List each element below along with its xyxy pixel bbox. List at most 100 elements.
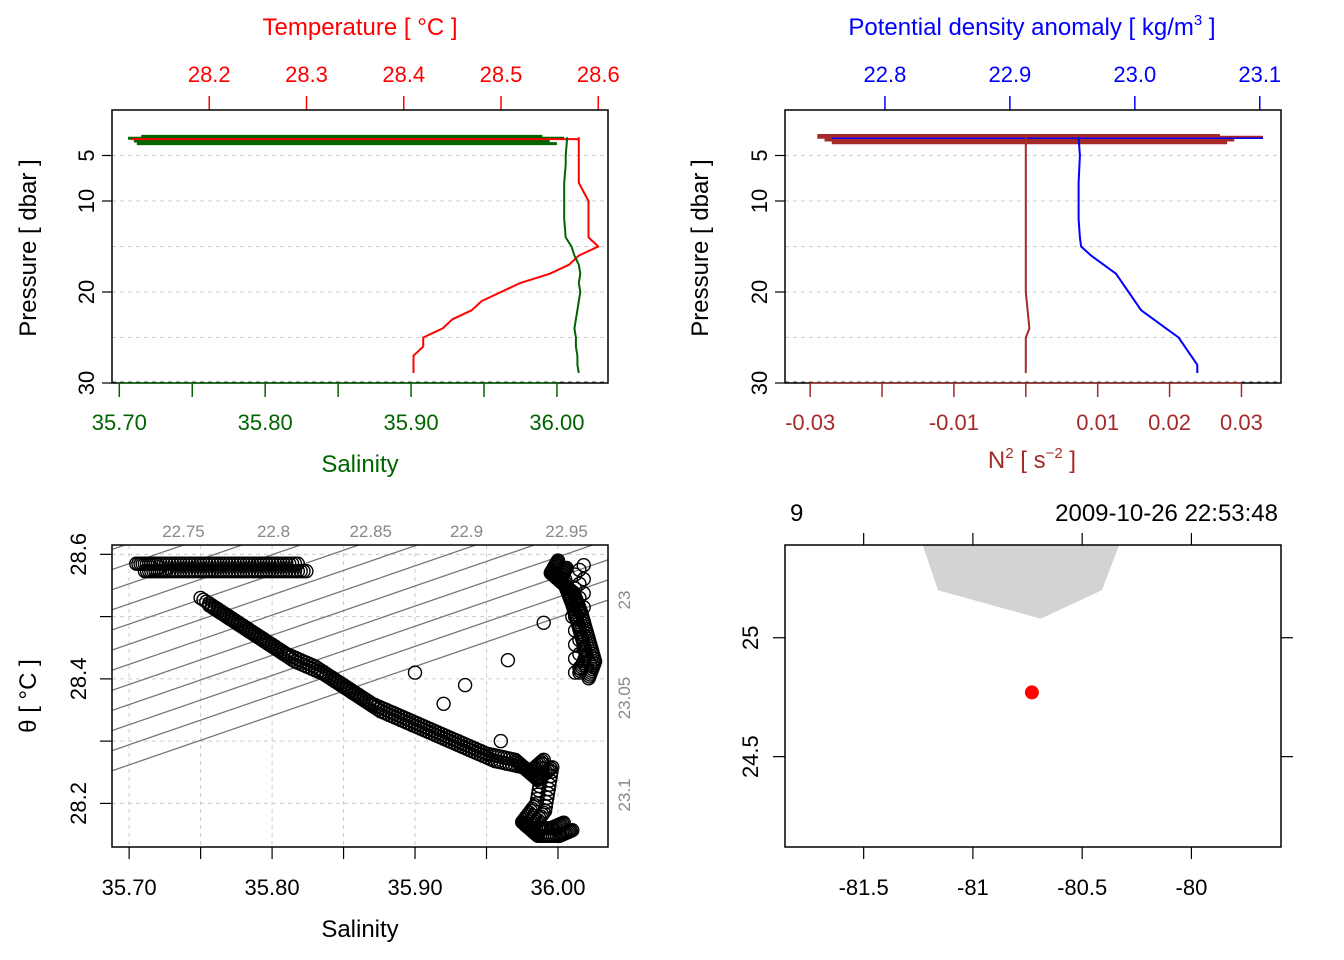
ts-point [576, 600, 591, 615]
ts-point [567, 651, 583, 666]
salinity-tick-label: 35.70 [92, 410, 147, 435]
ts-point [493, 733, 508, 749]
ts-point [539, 795, 554, 810]
ts-point [567, 623, 583, 638]
ts-point [557, 572, 573, 587]
ts-point [290, 556, 305, 571]
ts-point [576, 558, 591, 573]
longitude-tick-label: -80.5 [1057, 875, 1107, 900]
ts-point [567, 595, 583, 610]
pressure-tick-label: 20 [747, 280, 772, 304]
isopycnal-label: 22.75 [162, 522, 205, 541]
temperature-axis-label: Temperature [ °C ] [263, 14, 458, 41]
n2-axis-label-close: ] [1063, 447, 1076, 474]
isopycnal-line [112, 545, 361, 631]
ts-point [572, 618, 587, 634]
salinity-ticks: 35.70 35.80 35.90 36.00 [92, 382, 584, 435]
temperature-tick-label: 28.4 [382, 62, 425, 87]
isopycnal-line [112, 545, 186, 571]
density-tick-label: 23.1 [1238, 62, 1281, 87]
ts-point [576, 572, 591, 587]
pressure-ticks-1: 5 10 20 30 [74, 149, 112, 395]
ts-point [567, 609, 583, 624]
density-tick-label: 22.9 [988, 62, 1031, 87]
n2-profile-line [1024, 137, 1031, 373]
ts-point [572, 660, 587, 676]
pressure-gridlines-2 [785, 155, 1281, 383]
land-polygon [922, 545, 1120, 619]
pressure-tick-label: 5 [747, 149, 772, 161]
salinity-tick-label: 35.90 [384, 410, 439, 435]
ts-point [299, 564, 314, 579]
ts-point [567, 637, 583, 652]
isopycnal-lines [112, 545, 608, 772]
pressure-gridlines-1 [112, 155, 608, 383]
ts-point [567, 665, 583, 680]
pressure-tick-label: 30 [747, 371, 772, 395]
ts-point [500, 653, 516, 668]
isopycnal-line [112, 559, 608, 732]
density-axis-label-close: ] [1202, 14, 1215, 41]
latitude-tick-label: 25 [738, 625, 763, 649]
ts-salinity-tick-label: 36.00 [530, 875, 585, 900]
ts-point [572, 665, 587, 680]
density-tick-label: 23.0 [1113, 62, 1156, 87]
ts-point [565, 823, 580, 838]
ts-salinity-ticks: 35.70 35.80 35.90 36.00 [102, 847, 586, 900]
pressure-tick-label: 30 [74, 371, 99, 395]
station-time-label: 2009-10-26 22:53:48 [1055, 500, 1278, 527]
temperature-tick-label: 28.2 [188, 62, 231, 87]
ts-theta-tick-label: 28.2 [66, 782, 91, 825]
temperature-tick-label: 28.6 [577, 62, 620, 87]
panel-ts-diagram: 22.75 22.8 22.85 22.9 22.95 23 23.05 23.1 35.70… [15, 522, 634, 943]
isopycnal-label: 23.05 [615, 677, 634, 720]
salinity-profile-line [563, 137, 582, 374]
temperature-ticks: 28.2 28.3 28.4 28.5 28.6 [188, 62, 620, 110]
pressure-tick-label: 10 [747, 189, 772, 213]
salinity-tick-label: 36.00 [529, 410, 584, 435]
ts-point [436, 696, 451, 711]
density-axis-label: Potential density anomaly [ kg/m3 ] [848, 12, 1215, 41]
station-index-label: 9 [790, 500, 803, 527]
isopycnal-line [112, 545, 303, 611]
density-tick-label: 22.8 [864, 62, 907, 87]
ts-point [576, 614, 591, 629]
profile-lines-2 [817, 133, 1264, 373]
ts-salinity-axis-label: Salinity [321, 916, 398, 943]
salinity-axis-label: Salinity [321, 451, 398, 478]
panel-temperature-salinity: Temperature [ °C ] 28.2 28.3 28.4 28.5 28.6 … [15, 14, 620, 478]
n2-ticks: -0.03 -0.01 0.01 0.02 0.03 [785, 382, 1263, 435]
ts-point [572, 562, 587, 578]
density-axis-label-text: Potential density anomaly [ kg/m [848, 14, 1194, 41]
longitude-tick-label: -81 [957, 875, 989, 900]
isopycnal-label: 22.95 [545, 522, 588, 541]
pressure-axis-label-1: Pressure [ dbar ] [15, 159, 42, 336]
temperature-tick-label: 28.5 [480, 62, 523, 87]
ts-point [576, 586, 591, 601]
ts-theta-axis-label: θ [ °C ] [15, 659, 42, 733]
density-axis-label-exponent: 3 [1194, 12, 1202, 29]
ts-salinity-tick-label: 35.70 [102, 875, 157, 900]
pressure-tick-label: 10 [74, 189, 99, 213]
ts-point [556, 815, 571, 830]
ts-point [572, 590, 587, 606]
salinity-tick-label: 35.80 [238, 410, 293, 435]
n2-tick-label: -0.01 [929, 410, 979, 435]
ts-point [536, 615, 551, 630]
isopycnal-label: 23 [615, 591, 634, 610]
station-marker [1024, 685, 1039, 700]
ts-theta-tick-label: 28.4 [66, 657, 91, 700]
n2-tick-label: 0.01 [1076, 410, 1119, 435]
pressure-axis-label-2: Pressure [ dbar ] [687, 159, 714, 336]
ts-point [572, 576, 587, 592]
n2-tick-label: -0.03 [785, 410, 835, 435]
isopycnal-line [112, 545, 537, 691]
latitude-ticks: 24.5 25 [738, 625, 1293, 778]
longitude-tick-label: -81.5 [839, 875, 889, 900]
ts-point [567, 581, 583, 596]
ts-gridlines [112, 545, 608, 847]
profile-lines-1 [128, 134, 600, 374]
density-ticks: 22.8 22.9 23.0 23.1 [864, 62, 1281, 110]
n2-tick-label: 0.03 [1220, 410, 1263, 435]
